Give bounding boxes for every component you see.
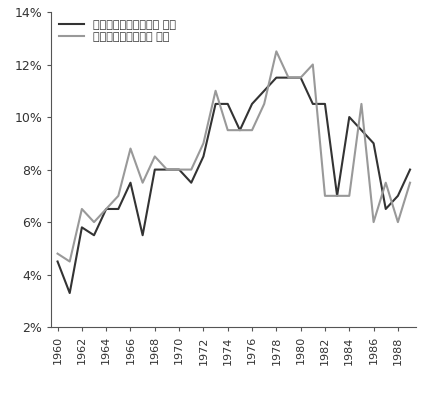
美国：个人总收入： 同比 bbox=[262, 101, 267, 106]
Line: 美国：个人总收入： 同比: 美国：个人总收入： 同比 bbox=[57, 51, 410, 261]
美国：个人消费支出： 同比 bbox=[371, 141, 376, 146]
美国：个人消费支出： 同比 bbox=[152, 167, 157, 172]
美国：个人消费支出： 同比 bbox=[201, 154, 206, 159]
美国：个人消费支出： 同比 bbox=[128, 180, 133, 185]
美国：个人消费支出： 同比 bbox=[298, 75, 303, 80]
美国：个人总收入： 同比 bbox=[213, 89, 218, 93]
美国：个人消费支出： 同比 bbox=[104, 207, 109, 211]
美国：个人总收入： 同比 bbox=[140, 180, 145, 185]
美国：个人消费支出： 同比 bbox=[79, 225, 85, 230]
美国：个人总收入： 同比 bbox=[116, 194, 121, 198]
美国：个人消费支出： 同比 bbox=[67, 290, 73, 295]
美国：个人消费支出： 同比 bbox=[177, 167, 182, 172]
美国：个人消费支出： 同比 bbox=[408, 167, 413, 172]
美国：个人总收入： 同比 bbox=[237, 128, 242, 132]
美国：个人总收入： 同比 bbox=[67, 259, 73, 264]
美国：个人总收入： 同比 bbox=[177, 167, 182, 172]
美国：个人总收入： 同比 bbox=[250, 128, 255, 132]
美国：个人总收入： 同比 bbox=[323, 194, 328, 198]
美国：个人总收入： 同比 bbox=[201, 141, 206, 146]
美国：个人消费支出： 同比 bbox=[383, 207, 388, 211]
美国：个人消费支出： 同比 bbox=[274, 75, 279, 80]
美国：个人总收入： 同比 bbox=[371, 220, 376, 225]
美国：个人总收入： 同比 bbox=[274, 49, 279, 54]
美国：个人总收入： 同比 bbox=[55, 251, 60, 256]
美国：个人消费支出： 同比 bbox=[213, 101, 218, 106]
美国：个人消费支出： 同比 bbox=[335, 194, 340, 198]
美国：个人消费支出： 同比 bbox=[225, 101, 230, 106]
美国：个人消费支出： 同比 bbox=[164, 167, 169, 172]
美国：个人总收入： 同比 bbox=[298, 75, 303, 80]
美国：个人总收入： 同比 bbox=[91, 220, 97, 225]
美国：个人总收入： 同比 bbox=[396, 220, 401, 225]
美国：个人总收入： 同比 bbox=[383, 180, 388, 185]
美国：个人总收入： 同比 bbox=[335, 194, 340, 198]
美国：个人总收入： 同比 bbox=[225, 128, 230, 132]
美国：个人总收入： 同比 bbox=[359, 101, 364, 106]
美国：个人消费支出： 同比 bbox=[396, 194, 401, 198]
美国：个人消费支出： 同比 bbox=[55, 259, 60, 264]
美国：个人消费支出： 同比 bbox=[140, 233, 145, 238]
Line: 美国：个人消费支出： 同比: 美国：个人消费支出： 同比 bbox=[57, 78, 410, 293]
美国：个人总收入： 同比 bbox=[128, 146, 133, 151]
美国：个人总收入： 同比 bbox=[347, 194, 352, 198]
美国：个人消费支出： 同比 bbox=[237, 128, 242, 132]
美国：个人消费支出： 同比 bbox=[323, 101, 328, 106]
美国：个人消费支出： 同比 bbox=[116, 207, 121, 211]
美国：个人总收入： 同比 bbox=[408, 180, 413, 185]
美国：个人消费支出： 同比 bbox=[310, 101, 315, 106]
美国：个人消费支出： 同比 bbox=[359, 128, 364, 132]
美国：个人消费支出： 同比 bbox=[262, 89, 267, 93]
美国：个人消费支出： 同比 bbox=[347, 115, 352, 119]
美国：个人总收入： 同比 bbox=[79, 207, 85, 211]
美国：个人消费支出： 同比 bbox=[286, 75, 291, 80]
美国：个人消费支出： 同比 bbox=[250, 101, 255, 106]
美国：个人总收入： 同比 bbox=[104, 207, 109, 211]
Legend: 美国：个人消费支出： 同比, 美国：个人总收入： 同比: 美国：个人消费支出： 同比, 美国：个人总收入： 同比 bbox=[55, 15, 180, 47]
美国：个人总收入： 同比 bbox=[310, 62, 315, 67]
美国：个人消费支出： 同比 bbox=[189, 180, 194, 185]
美国：个人总收入： 同比 bbox=[164, 167, 169, 172]
美国：个人总收入： 同比 bbox=[152, 154, 157, 159]
美国：个人总收入： 同比 bbox=[189, 167, 194, 172]
美国：个人消费支出： 同比 bbox=[91, 233, 97, 238]
美国：个人总收入： 同比 bbox=[286, 75, 291, 80]
